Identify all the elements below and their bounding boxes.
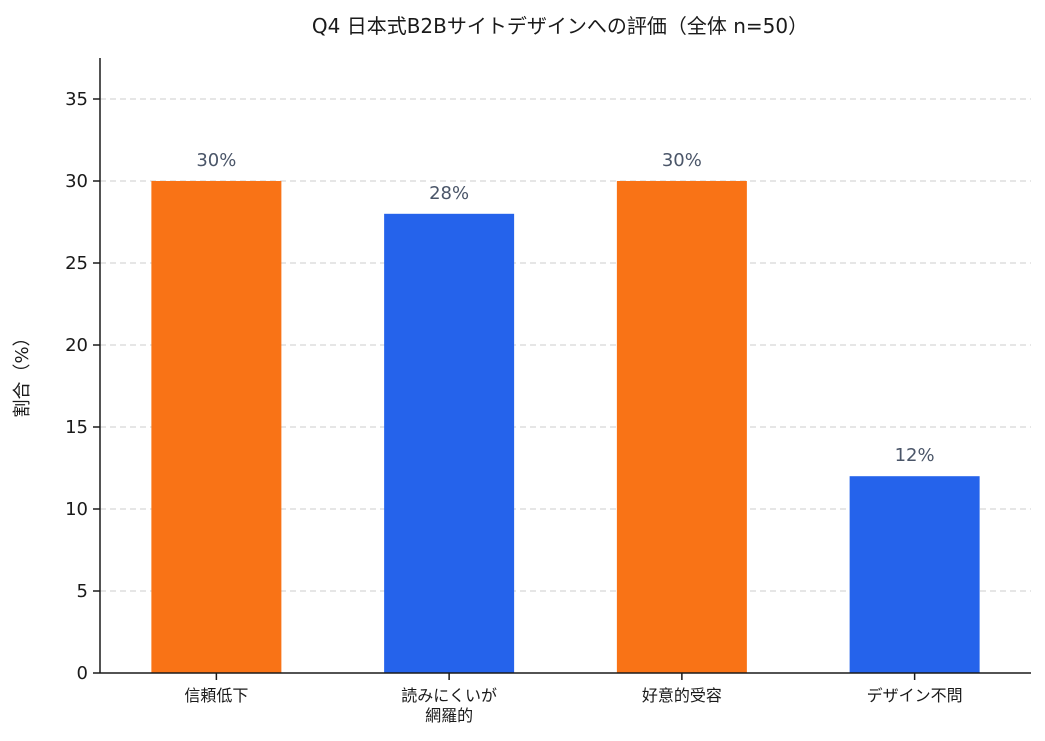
- y-tick-label: 25: [65, 253, 88, 274]
- y-tick-label: 0: [77, 663, 88, 684]
- y-axis-label: 割合（%）: [12, 328, 33, 417]
- y-ticks: 0 5 10 15 20 25 30 35: [65, 89, 100, 684]
- y-tick-label: 5: [77, 581, 88, 602]
- x-tick-label: 信頼低下: [184, 686, 248, 705]
- bar: [849, 476, 980, 673]
- x-tick-label: 網羅的: [425, 706, 473, 725]
- data-labels: 30% 28% 30% 12%: [196, 150, 934, 466]
- y-tick-label: 15: [65, 417, 88, 438]
- y-tick-label: 20: [65, 335, 88, 356]
- x-tick-label: デザイン不問: [867, 686, 963, 705]
- x-tick-label: 読みにくいが: [401, 686, 497, 705]
- bar: [616, 181, 747, 673]
- chart-title: Q4 日本式B2Bサイトデザインへの評価（全体 n=50）: [312, 14, 808, 38]
- y-tick-label: 30: [65, 171, 88, 192]
- data-label: 30%: [662, 150, 702, 171]
- y-tick-label: 35: [65, 89, 88, 110]
- bars: [151, 181, 980, 674]
- data-label: 30%: [196, 150, 236, 171]
- axes: [99, 58, 1031, 674]
- bar: [384, 213, 515, 674]
- bar: [151, 181, 282, 673]
- data-label: 12%: [895, 445, 935, 466]
- x-tick-label: 好意的受容: [642, 686, 722, 705]
- data-label: 28%: [429, 183, 469, 204]
- y-tick-label: 10: [65, 499, 88, 520]
